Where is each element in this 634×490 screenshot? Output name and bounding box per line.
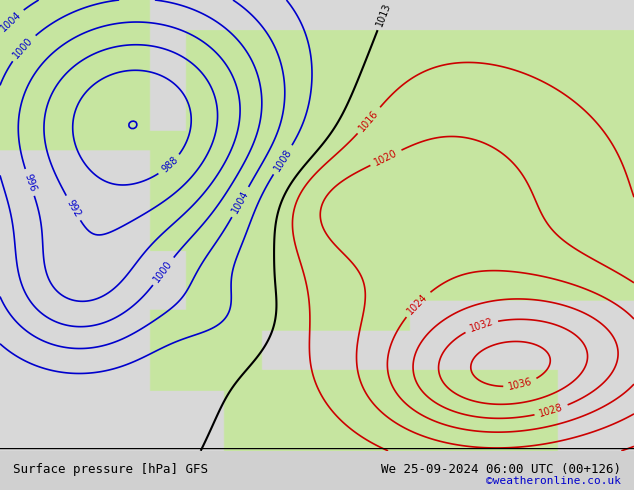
- Text: Surface pressure [hPa] GFS: Surface pressure [hPa] GFS: [13, 463, 208, 476]
- Text: 996: 996: [22, 172, 37, 193]
- Text: 1024: 1024: [406, 292, 430, 316]
- Text: 1016: 1016: [357, 108, 380, 133]
- Text: 1000: 1000: [152, 258, 174, 284]
- Text: 1036: 1036: [507, 377, 533, 392]
- Text: 988: 988: [160, 155, 180, 175]
- Text: 1000: 1000: [11, 35, 36, 60]
- Text: 1008: 1008: [272, 147, 294, 173]
- Text: We 25-09-2024 06:00 UTC (00+126): We 25-09-2024 06:00 UTC (00+126): [381, 463, 621, 476]
- Text: 1013: 1013: [375, 1, 393, 27]
- Text: ©weatheronline.co.uk: ©weatheronline.co.uk: [486, 476, 621, 486]
- Text: 992: 992: [64, 197, 82, 219]
- Text: 1004: 1004: [230, 189, 250, 215]
- Text: 1020: 1020: [373, 148, 399, 168]
- Text: 1028: 1028: [538, 402, 564, 419]
- Text: 1004: 1004: [0, 9, 23, 33]
- Text: 1032: 1032: [468, 317, 495, 334]
